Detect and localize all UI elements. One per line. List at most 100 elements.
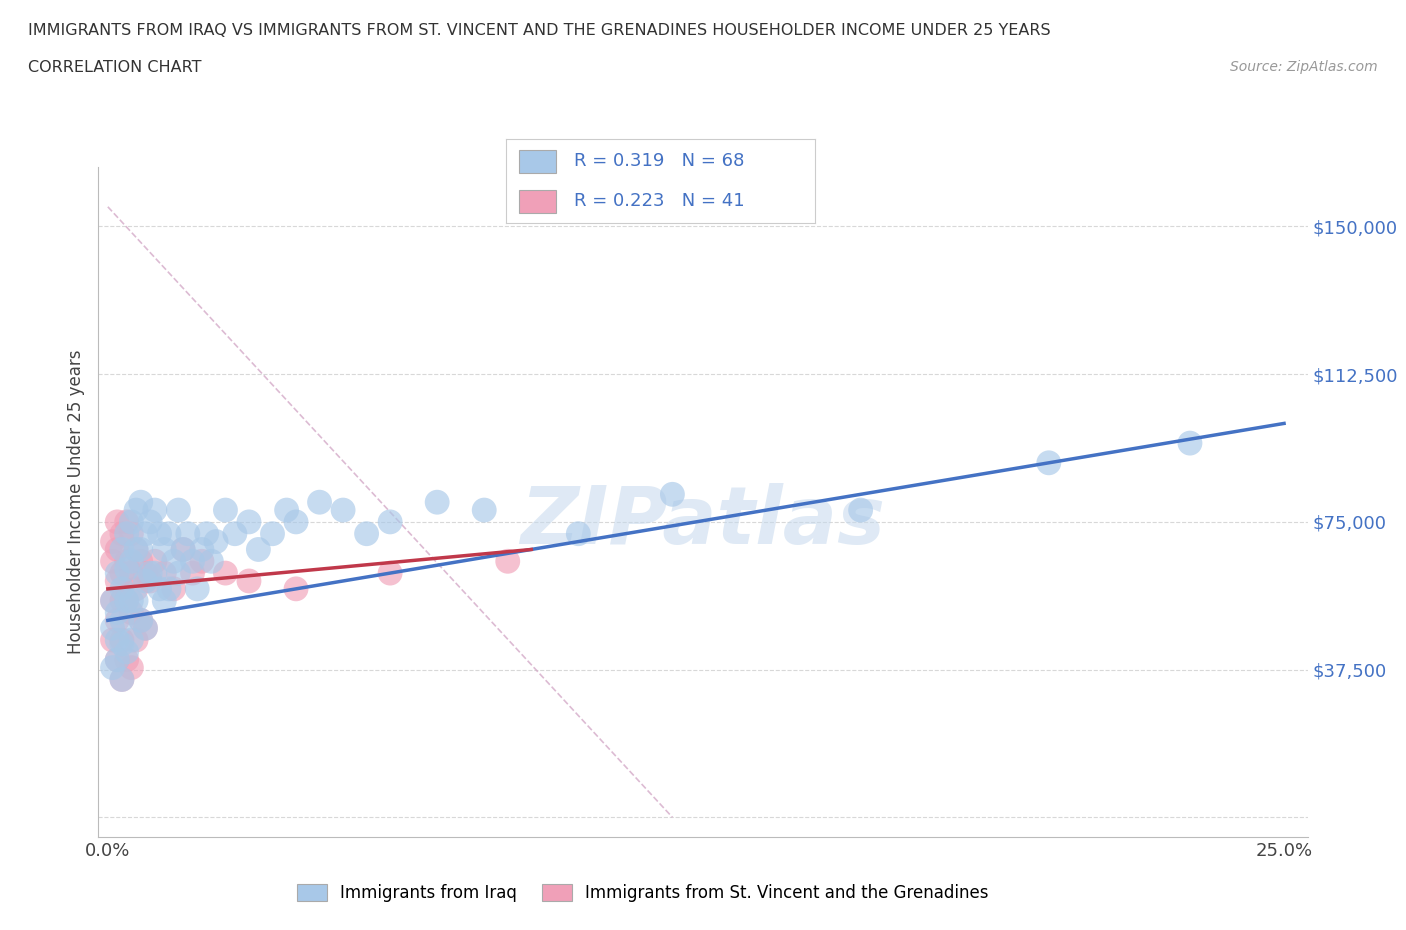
Point [167,565,190,580]
Point [125,581,148,596]
Point [143,565,166,580]
Point [125,502,148,517]
Point [139,565,162,580]
Point [111,565,134,580]
Point [120,526,142,541]
Point [181,565,204,580]
Point [167,502,190,517]
Point [149,526,172,541]
Point [129,613,152,628]
Point [101,660,124,675]
Point [332,502,354,517]
Point [111,613,134,628]
Point [153,593,176,608]
Point [163,581,186,596]
Point [115,644,138,659]
Point [111,672,134,687]
Point [101,554,124,569]
Point [186,581,208,596]
Text: IMMIGRANTS FROM IRAQ VS IMMIGRANTS FROM ST. VINCENT AND THE GRENADINES HOUSEHOLD: IMMIGRANTS FROM IRAQ VS IMMIGRANTS FROM … [28,23,1050,38]
Point [105,574,128,589]
Point [105,565,128,580]
Point [153,542,176,557]
Point [157,526,180,541]
Point [139,574,162,589]
Point [308,495,330,510]
Point [262,526,284,541]
Text: ZIPatlas: ZIPatlas [520,484,886,562]
FancyBboxPatch shape [519,190,555,213]
Point [214,565,236,580]
Point [134,526,156,541]
Point [224,526,246,541]
Point [115,652,138,667]
Point [157,581,180,596]
Point [101,621,124,636]
Point [115,526,138,541]
Point [101,632,124,647]
Point [120,605,142,620]
Point [285,514,308,529]
Point [120,565,142,580]
Point [120,632,142,647]
Point [111,526,134,541]
Legend: Immigrants from Iraq, Immigrants from St. Vincent and the Grenadines: Immigrants from Iraq, Immigrants from St… [290,878,995,909]
Point [105,652,128,667]
Point [238,514,260,529]
Point [105,605,128,620]
Point [149,581,172,596]
Point [105,514,128,529]
Point [172,542,194,557]
Point [101,593,124,608]
Point [276,502,298,517]
Text: Source: ZipAtlas.com: Source: ZipAtlas.com [1230,60,1378,74]
Point [163,554,186,569]
Point [195,526,218,541]
Point [200,554,222,569]
Point [356,526,378,541]
Point [214,502,236,517]
Point [111,581,134,596]
Point [172,542,194,557]
Point [105,613,128,628]
Point [115,562,138,577]
Point [567,526,589,541]
Point [120,660,142,675]
Point [115,514,138,529]
Point [143,502,166,517]
Point [105,632,128,647]
Point [191,554,214,569]
Point [426,495,449,510]
Point [129,495,152,510]
Point [129,554,152,569]
Point [120,554,142,569]
Point [125,632,148,647]
Point [111,672,134,687]
Point [115,593,138,608]
Point [125,593,148,608]
Point [101,593,124,608]
Point [181,554,204,569]
Text: R = 0.319   N = 68: R = 0.319 N = 68 [574,153,745,170]
Point [115,554,138,569]
Point [105,542,128,557]
Point [101,534,124,549]
Point [115,593,138,608]
Point [129,613,152,628]
Point [661,487,683,502]
Point [143,554,166,569]
Point [120,593,142,608]
Point [472,502,495,517]
Point [849,502,872,517]
Point [1038,456,1060,471]
Point [238,574,260,589]
Point [177,526,200,541]
Point [125,542,148,557]
Point [134,621,156,636]
Text: CORRELATION CHART: CORRELATION CHART [28,60,201,75]
Point [191,542,214,557]
Point [205,534,228,549]
Y-axis label: Householder Income Under 25 years: Householder Income Under 25 years [66,350,84,655]
FancyBboxPatch shape [519,150,555,173]
Point [247,542,270,557]
